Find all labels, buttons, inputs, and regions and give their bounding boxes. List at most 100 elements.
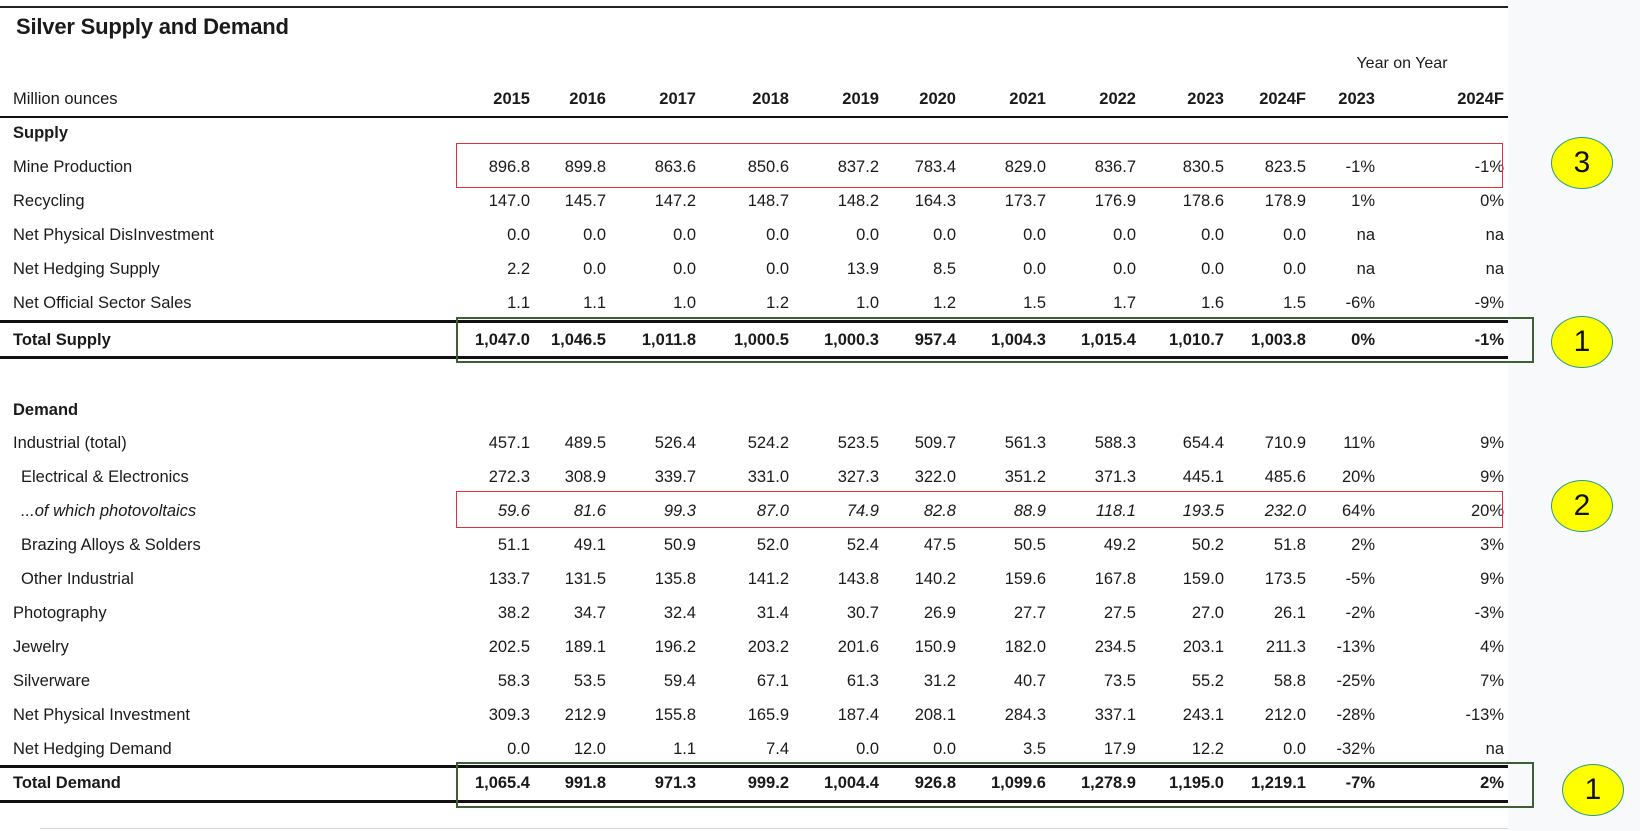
value-cell: 232.0	[1264, 502, 1306, 520]
row-label: Net Physical Investment	[13, 706, 190, 724]
value-cell: 27.5	[1103, 604, 1136, 622]
value-cell: 331.0	[747, 468, 789, 486]
value-cell: 87.0	[756, 502, 789, 520]
value-cell: 0.0	[766, 226, 789, 244]
value-cell: 899.8	[564, 158, 606, 176]
value-cell: 1.5	[1023, 294, 1046, 312]
row-label: Industrial (total)	[13, 434, 127, 452]
value-cell: 0.0	[766, 260, 789, 278]
yoy-cell: 9%	[1480, 570, 1504, 588]
total-supply-value: 1,010.7	[1168, 331, 1224, 349]
year-header: 2022	[1099, 90, 1136, 108]
total-supply-value: 1,015.4	[1080, 331, 1136, 349]
value-cell: 51.8	[1273, 536, 1306, 554]
value-cell: 327.3	[837, 468, 879, 486]
total-supply-top-rule	[0, 320, 1508, 323]
total-supply-label: Total Supply	[13, 331, 111, 349]
value-cell: 150.9	[914, 638, 956, 656]
yoy-cell: 0%	[1480, 192, 1504, 210]
value-cell: 8.5	[933, 260, 956, 278]
value-cell: 58.3	[497, 672, 530, 690]
section-label-demand: Demand	[13, 401, 79, 419]
value-cell: 81.6	[573, 502, 606, 520]
callout-badge: 1	[1551, 316, 1613, 368]
value-cell: 189.1	[564, 638, 606, 656]
value-cell: 49.2	[1103, 536, 1136, 554]
yoy-cell: na	[1485, 260, 1504, 278]
value-cell: 74.9	[846, 502, 879, 520]
yoy-cell: 7%	[1480, 672, 1504, 690]
callout-badge: 3	[1551, 137, 1613, 189]
value-cell: 55.2	[1191, 672, 1224, 690]
year-header: 2018	[752, 90, 789, 108]
value-cell: 52.4	[846, 536, 879, 554]
value-cell: 272.3	[488, 468, 530, 486]
value-cell: 829.0	[1004, 158, 1046, 176]
value-cell: 526.4	[654, 434, 696, 452]
value-cell: 836.7	[1094, 158, 1136, 176]
value-cell: 173.5	[1264, 570, 1306, 588]
total-supply-value: 1,004.3	[990, 331, 1046, 349]
year-header: 2023	[1187, 90, 1224, 108]
total-supply-value: 1,003.8	[1250, 331, 1306, 349]
value-cell: 27.0	[1191, 604, 1224, 622]
year-header: 2024F	[1259, 90, 1306, 108]
value-cell: 182.0	[1004, 638, 1046, 656]
value-cell: 308.9	[564, 468, 606, 486]
value-cell: 710.9	[1264, 434, 1306, 452]
value-cell: 82.8	[923, 502, 956, 520]
value-cell: 131.5	[564, 570, 606, 588]
value-cell: 118.1	[1095, 502, 1136, 520]
value-cell: 147.0	[488, 192, 530, 210]
value-cell: 49.1	[573, 536, 606, 554]
total-demand-value: 1,004.4	[823, 774, 879, 792]
value-cell: 309.3	[488, 706, 530, 724]
header-rule	[0, 116, 1508, 118]
total-demand-value: 971.3	[654, 774, 696, 792]
yoy-cell: na	[1356, 260, 1375, 278]
value-cell: 0.0	[507, 226, 530, 244]
value-cell: 176.9	[1094, 192, 1136, 210]
value-cell: 31.2	[923, 672, 956, 690]
value-cell: 1.1	[507, 294, 530, 312]
value-cell: 88.9	[1013, 502, 1046, 520]
value-cell: 850.6	[747, 158, 789, 176]
row-label: Brazing Alloys & Solders	[21, 536, 201, 554]
value-cell: 0.0	[1023, 260, 1046, 278]
value-cell: 17.9	[1103, 740, 1136, 758]
yoy-cell: -9%	[1474, 294, 1504, 312]
highlight-box-photovoltaics	[456, 491, 1503, 528]
value-cell: 38.2	[497, 604, 530, 622]
year-header: 2016	[569, 90, 606, 108]
total-demand-value: 991.8	[564, 774, 606, 792]
year-header: 2017	[659, 90, 696, 108]
total-demand-value: 1,195.0	[1168, 774, 1224, 792]
value-cell: 34.7	[573, 604, 606, 622]
value-cell: 53.5	[573, 672, 606, 690]
row-label: Net Hedging Supply	[13, 260, 160, 278]
value-cell: 196.2	[654, 638, 696, 656]
yoy-cell: -13%	[1336, 638, 1375, 656]
total-demand-value: 1,278.9	[1080, 774, 1136, 792]
value-cell: 351.2	[1004, 468, 1046, 486]
value-cell: 12.2	[1191, 740, 1224, 758]
value-cell: 67.1	[756, 672, 789, 690]
value-cell: 59.4	[663, 672, 696, 690]
value-cell: 173.7	[1004, 192, 1046, 210]
value-cell: 58.8	[1273, 672, 1306, 690]
value-cell: 73.5	[1103, 672, 1136, 690]
value-cell: 371.3	[1094, 468, 1136, 486]
yoy-year-header: 2023	[1338, 90, 1375, 108]
total-demand-value: 1,219.1	[1250, 774, 1306, 792]
yoy-cell: na	[1485, 226, 1504, 244]
yoy-cell: 20%	[1470, 502, 1504, 520]
value-cell: 135.8	[654, 570, 696, 588]
value-cell: 31.4	[756, 604, 789, 622]
yoy-cell: -13%	[1465, 706, 1504, 724]
value-cell: 1.0	[856, 294, 879, 312]
value-cell: 140.2	[914, 570, 956, 588]
total-supply-value: 1,000.5	[733, 331, 789, 349]
value-cell: 337.1	[1094, 706, 1136, 724]
yoy-cell: -6%	[1345, 294, 1375, 312]
unit-label: Million ounces	[13, 90, 118, 108]
